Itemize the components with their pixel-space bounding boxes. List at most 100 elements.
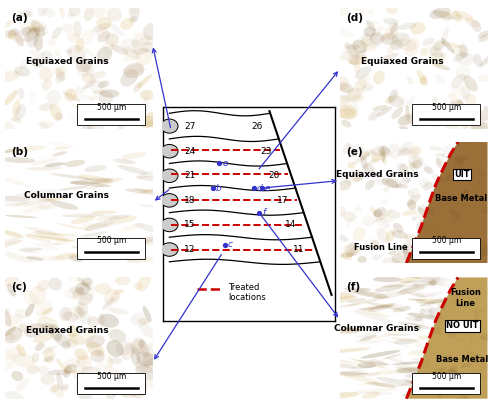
Ellipse shape — [412, 217, 416, 221]
Text: 26: 26 — [252, 122, 263, 131]
Ellipse shape — [381, 147, 386, 162]
Ellipse shape — [62, 23, 73, 33]
Ellipse shape — [398, 322, 432, 329]
Ellipse shape — [50, 173, 92, 180]
Ellipse shape — [130, 3, 140, 22]
Ellipse shape — [355, 67, 371, 79]
Ellipse shape — [419, 278, 452, 287]
Ellipse shape — [30, 21, 47, 31]
Ellipse shape — [380, 208, 392, 221]
Ellipse shape — [428, 53, 445, 66]
Ellipse shape — [354, 340, 382, 344]
Ellipse shape — [132, 339, 146, 354]
Ellipse shape — [52, 27, 62, 38]
Ellipse shape — [76, 372, 84, 390]
Ellipse shape — [136, 176, 164, 182]
Ellipse shape — [56, 72, 64, 83]
Ellipse shape — [404, 38, 419, 57]
Ellipse shape — [2, 309, 12, 327]
Ellipse shape — [447, 108, 459, 121]
Ellipse shape — [354, 388, 398, 393]
Text: Equiaxed Grains: Equiaxed Grains — [26, 326, 108, 335]
Ellipse shape — [66, 338, 78, 348]
FancyBboxPatch shape — [412, 373, 480, 395]
Ellipse shape — [452, 45, 466, 56]
Ellipse shape — [446, 173, 452, 179]
Ellipse shape — [15, 189, 58, 197]
Ellipse shape — [362, 33, 372, 46]
Ellipse shape — [0, 251, 34, 263]
Ellipse shape — [382, 178, 398, 188]
Ellipse shape — [464, 75, 478, 92]
Ellipse shape — [429, 279, 436, 286]
Ellipse shape — [422, 37, 434, 46]
Text: b: b — [216, 184, 222, 193]
Text: Base Metal: Base Metal — [435, 194, 487, 203]
Ellipse shape — [414, 299, 448, 303]
Ellipse shape — [399, 164, 409, 175]
Ellipse shape — [6, 145, 46, 153]
Ellipse shape — [358, 305, 403, 310]
Ellipse shape — [21, 27, 32, 36]
Ellipse shape — [52, 151, 68, 157]
Ellipse shape — [460, 113, 475, 130]
Ellipse shape — [143, 348, 160, 362]
Ellipse shape — [398, 148, 409, 156]
Ellipse shape — [336, 289, 372, 295]
Ellipse shape — [48, 277, 62, 291]
Ellipse shape — [131, 39, 141, 48]
Ellipse shape — [393, 223, 404, 233]
Ellipse shape — [344, 103, 358, 115]
Ellipse shape — [161, 194, 178, 207]
Ellipse shape — [96, 26, 109, 39]
Ellipse shape — [356, 360, 392, 365]
Ellipse shape — [426, 291, 444, 297]
Ellipse shape — [142, 118, 146, 123]
Ellipse shape — [426, 216, 434, 222]
Ellipse shape — [436, 158, 442, 167]
Ellipse shape — [350, 57, 358, 65]
Ellipse shape — [388, 22, 398, 35]
Ellipse shape — [76, 59, 92, 72]
Ellipse shape — [84, 165, 106, 172]
Ellipse shape — [364, 26, 376, 37]
Ellipse shape — [444, 173, 452, 181]
Ellipse shape — [60, 307, 72, 321]
Ellipse shape — [86, 250, 130, 253]
Ellipse shape — [456, 164, 460, 169]
Ellipse shape — [62, 214, 106, 217]
Ellipse shape — [470, 330, 474, 342]
Ellipse shape — [416, 302, 437, 304]
Ellipse shape — [354, 60, 360, 74]
Ellipse shape — [465, 18, 480, 28]
Ellipse shape — [404, 373, 434, 378]
Ellipse shape — [447, 332, 456, 337]
Ellipse shape — [50, 256, 66, 261]
Ellipse shape — [52, 386, 64, 398]
Ellipse shape — [8, 28, 17, 36]
Ellipse shape — [348, 54, 368, 65]
Ellipse shape — [369, 26, 384, 40]
Ellipse shape — [482, 244, 490, 250]
Ellipse shape — [340, 373, 378, 375]
Ellipse shape — [412, 160, 422, 169]
Ellipse shape — [90, 95, 98, 101]
Ellipse shape — [23, 10, 31, 19]
Ellipse shape — [64, 160, 86, 167]
Ellipse shape — [82, 72, 94, 83]
Ellipse shape — [425, 309, 434, 318]
Ellipse shape — [472, 388, 481, 393]
Ellipse shape — [452, 11, 462, 22]
Text: Columnar Grains: Columnar Grains — [24, 191, 109, 200]
Ellipse shape — [31, 58, 44, 68]
Ellipse shape — [82, 30, 94, 45]
Ellipse shape — [102, 40, 114, 55]
Ellipse shape — [40, 374, 55, 385]
Ellipse shape — [368, 303, 396, 312]
Ellipse shape — [18, 10, 33, 17]
Ellipse shape — [15, 309, 28, 319]
Ellipse shape — [420, 48, 428, 56]
Ellipse shape — [412, 253, 423, 262]
Text: 500 μm: 500 μm — [432, 372, 461, 381]
Ellipse shape — [338, 105, 357, 120]
